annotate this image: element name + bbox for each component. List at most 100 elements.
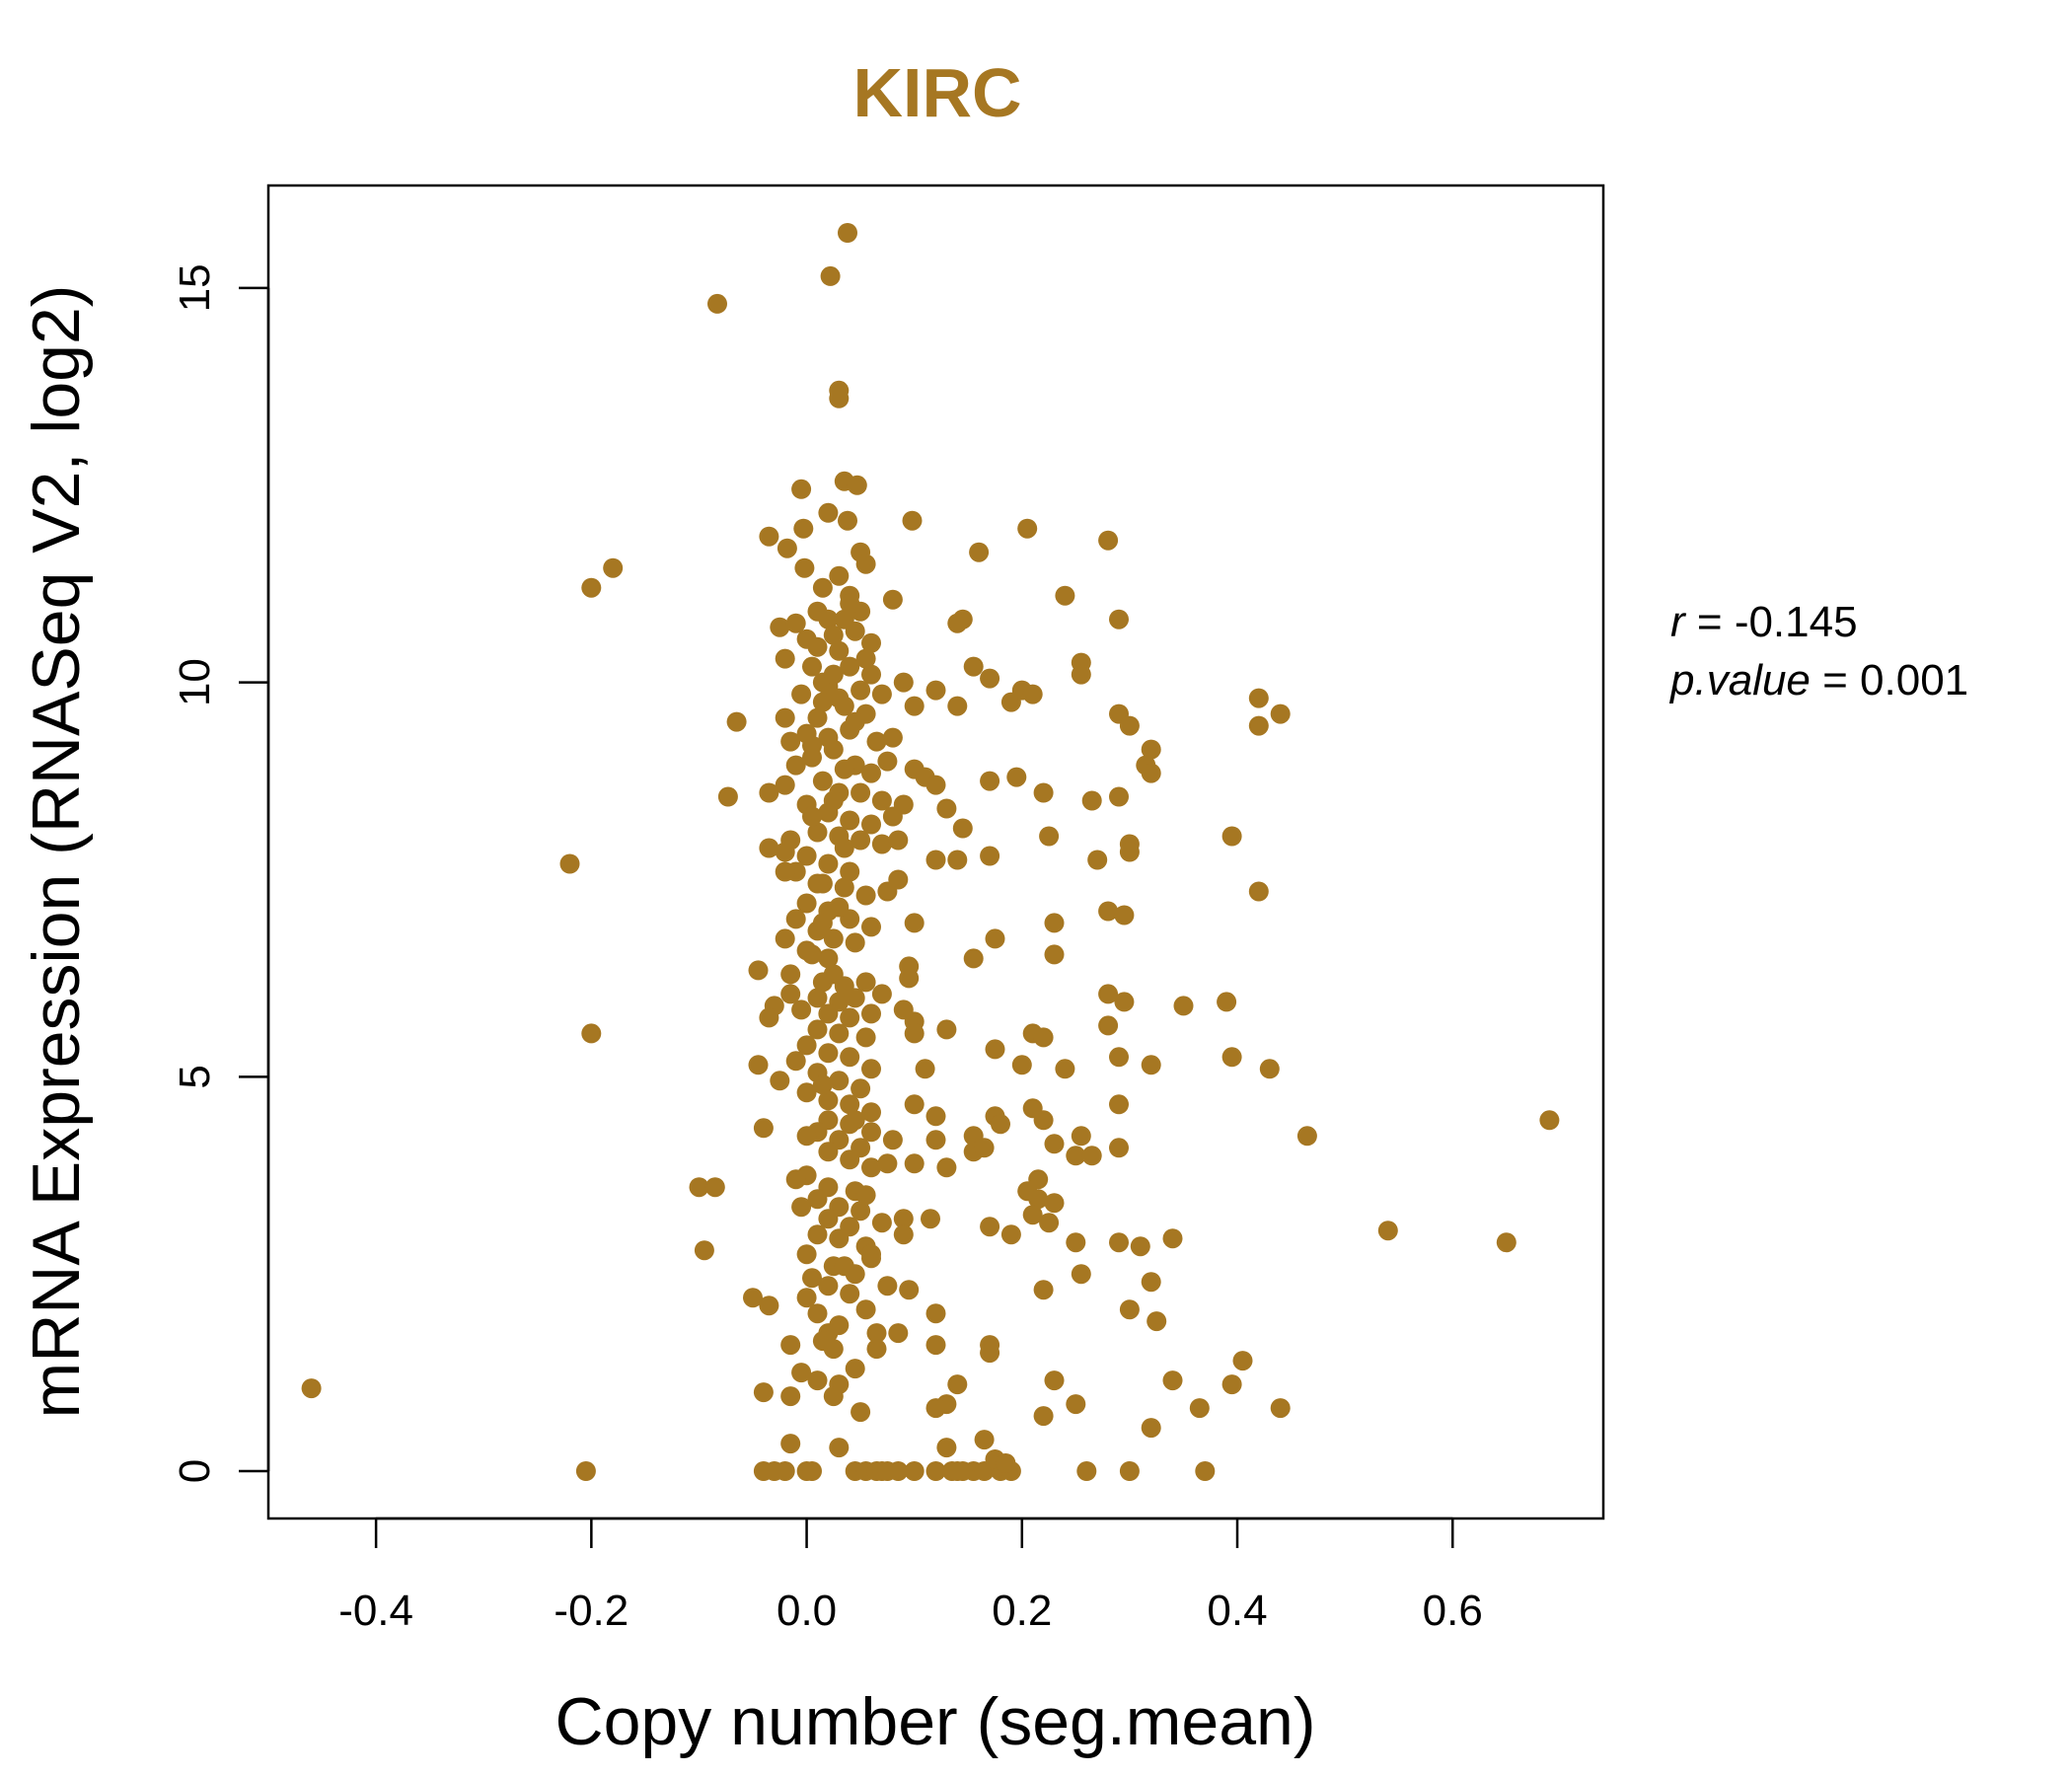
data-point (1044, 913, 1065, 933)
data-point (871, 984, 892, 1004)
data-point (1066, 1394, 1086, 1415)
data-point (936, 1019, 957, 1040)
data-point (775, 842, 795, 862)
data-point (793, 518, 814, 539)
data-point (796, 1288, 817, 1308)
data-point (861, 917, 881, 937)
data-point (855, 648, 876, 669)
y-axis-label: mRNA Expression (RNASeq V2, log2) (19, 285, 94, 1419)
data-point (861, 1157, 881, 1178)
data-point (823, 625, 844, 645)
data-point (753, 1118, 774, 1139)
data-point (871, 834, 892, 854)
data-point (845, 621, 865, 641)
data-point (829, 1071, 850, 1091)
data-point (980, 1343, 1000, 1364)
data-point (936, 798, 957, 819)
data-point (861, 1102, 881, 1123)
data-point (775, 648, 795, 669)
data-point (925, 1106, 946, 1127)
data-point (877, 1276, 898, 1296)
data-point (925, 1130, 946, 1150)
data-point (851, 1402, 871, 1423)
data-point (1221, 826, 1242, 847)
x-tick-label: 0.4 (1207, 1587, 1267, 1635)
data-point (1173, 996, 1194, 1016)
data-point (861, 1003, 881, 1024)
data-point (947, 613, 968, 633)
data-point (823, 664, 844, 685)
data-point (785, 1169, 806, 1190)
data-point (301, 1378, 322, 1399)
data-point (807, 1303, 828, 1324)
data-point (845, 1110, 865, 1131)
data-point (840, 810, 860, 831)
data-point (689, 1177, 709, 1198)
data-point (834, 838, 854, 858)
data-point (1098, 901, 1119, 922)
data-point (1022, 1205, 1043, 1225)
x-tick-label: 0.6 (1423, 1587, 1483, 1635)
x-axis-label: Copy number (seg.mean) (555, 1684, 1315, 1759)
data-point (1044, 944, 1065, 965)
data-point (759, 1295, 779, 1316)
data-point (980, 1217, 1000, 1237)
data-point (780, 731, 801, 752)
data-point (796, 1126, 817, 1147)
data-point (834, 877, 854, 898)
data-point (1109, 1047, 1129, 1068)
data-point (904, 1023, 925, 1044)
data-point (1033, 1406, 1054, 1427)
data-point (717, 786, 738, 807)
data-point (893, 1224, 914, 1245)
data-point (952, 1461, 973, 1481)
data-point (694, 1240, 714, 1261)
x-tick-label: -0.4 (338, 1587, 413, 1635)
x-tick-label: -0.2 (554, 1587, 629, 1635)
data-point (980, 668, 1000, 689)
data-point (829, 640, 850, 661)
data-point (823, 1339, 844, 1360)
data-point (899, 968, 920, 989)
data-point (882, 727, 903, 748)
data-point (980, 846, 1000, 866)
data-point (1377, 1221, 1398, 1241)
data-point (777, 538, 797, 558)
data-point (1259, 1059, 1280, 1079)
data-point (952, 818, 973, 839)
data-point (780, 964, 801, 985)
data-point (834, 696, 854, 716)
data-point (1270, 703, 1291, 724)
data-point (818, 1043, 839, 1064)
data-point (866, 731, 887, 752)
data-point (1044, 1193, 1065, 1214)
data-point (904, 1461, 925, 1481)
data-point (829, 1023, 850, 1044)
data-point (1119, 842, 1140, 862)
data-point (823, 964, 844, 985)
data-point (807, 1189, 828, 1210)
data-point (775, 861, 795, 882)
data-point (855, 554, 876, 574)
data-point (802, 656, 822, 677)
data-point (791, 1197, 812, 1218)
data-point (1087, 850, 1108, 870)
data-point (893, 794, 914, 815)
data-point (818, 853, 839, 874)
data-point (818, 1209, 839, 1229)
data-point (871, 684, 892, 704)
data-point (603, 557, 624, 578)
data-point (974, 1138, 995, 1158)
data-point (1162, 1370, 1183, 1391)
data-point (1071, 664, 1091, 685)
data-point (581, 577, 602, 598)
data-point (840, 1047, 860, 1068)
data-point (861, 632, 881, 653)
data-point (947, 850, 968, 870)
data-point (851, 1201, 871, 1221)
data-point (925, 1398, 946, 1419)
data-point (812, 692, 833, 712)
data-point (759, 1007, 779, 1028)
data-point (925, 1303, 946, 1324)
data-point (802, 944, 822, 965)
